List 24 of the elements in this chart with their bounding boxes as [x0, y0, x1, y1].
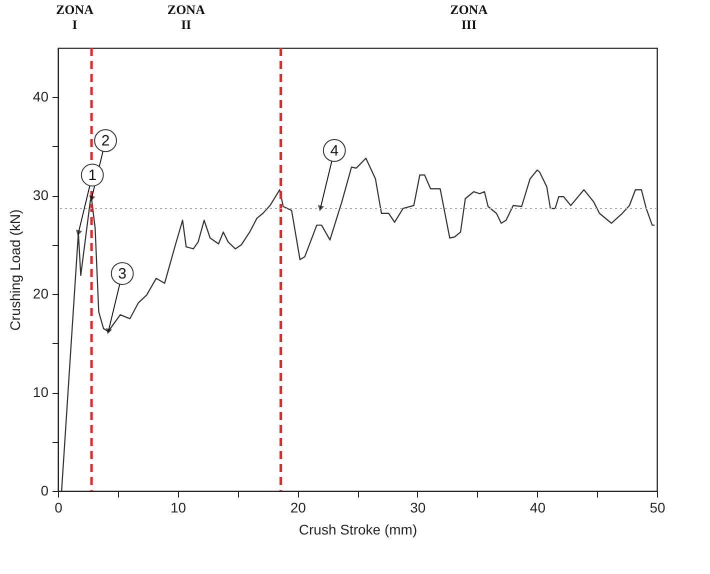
y-tick-label: 0 — [40, 482, 49, 498]
x-tick-label: 0 — [54, 500, 63, 516]
line-series — [60, 158, 656, 492]
text: ZONA I — [56, 2, 94, 32]
point — [106, 328, 112, 334]
text: ZONA II — [167, 2, 206, 32]
x-axis-title: Crush Stroke (mm) — [298, 522, 418, 538]
y-tick-label: 30 — [32, 187, 49, 204]
y-tick-label: 10 — [32, 384, 49, 400]
x-tick-label: 30 — [410, 500, 426, 516]
annotation: 1 — [88, 167, 97, 184]
point — [76, 230, 82, 236]
y-axis-title: Crushing Load (kN) — [6, 209, 23, 331]
y-tick-label: 20 — [32, 286, 49, 302]
annotation: 4 — [330, 142, 339, 160]
y-tick-label: 40 — [32, 88, 49, 105]
x-tick-label: 40 — [530, 500, 546, 516]
annotation: 3 — [118, 266, 126, 283]
x-tick-label: 50 — [650, 500, 666, 516]
text: ZONA III — [450, 2, 488, 32]
annotation: 2 — [101, 132, 110, 150]
x-tick-label: 10 — [170, 500, 186, 516]
point — [89, 195, 96, 202]
x-tick-label: 20 — [290, 500, 306, 516]
